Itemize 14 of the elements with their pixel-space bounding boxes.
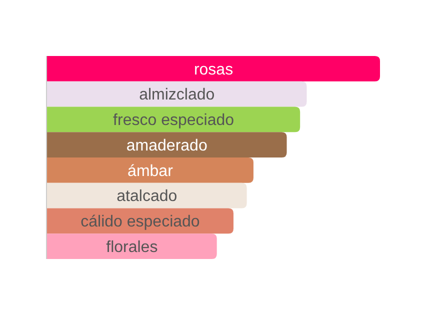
bar	[47, 158, 254, 183]
y-tick-label: florales	[106, 238, 158, 256]
y-tick-label: amaderado	[126, 137, 208, 154]
y-tick-label: atalcado	[116, 188, 178, 206]
y-tick-label: ámbar	[128, 162, 174, 180]
y-tick-label: fresco especiado	[113, 112, 234, 130]
bar	[47, 56, 380, 82]
bar	[47, 81, 307, 107]
bar	[47, 182, 247, 208]
y-tick-label: rosas	[194, 61, 234, 78]
y-tick-label: almizclado	[139, 86, 215, 104]
bar	[47, 132, 287, 158]
y-tick-label: cálido especiado	[80, 214, 200, 231]
bar	[47, 234, 217, 259]
